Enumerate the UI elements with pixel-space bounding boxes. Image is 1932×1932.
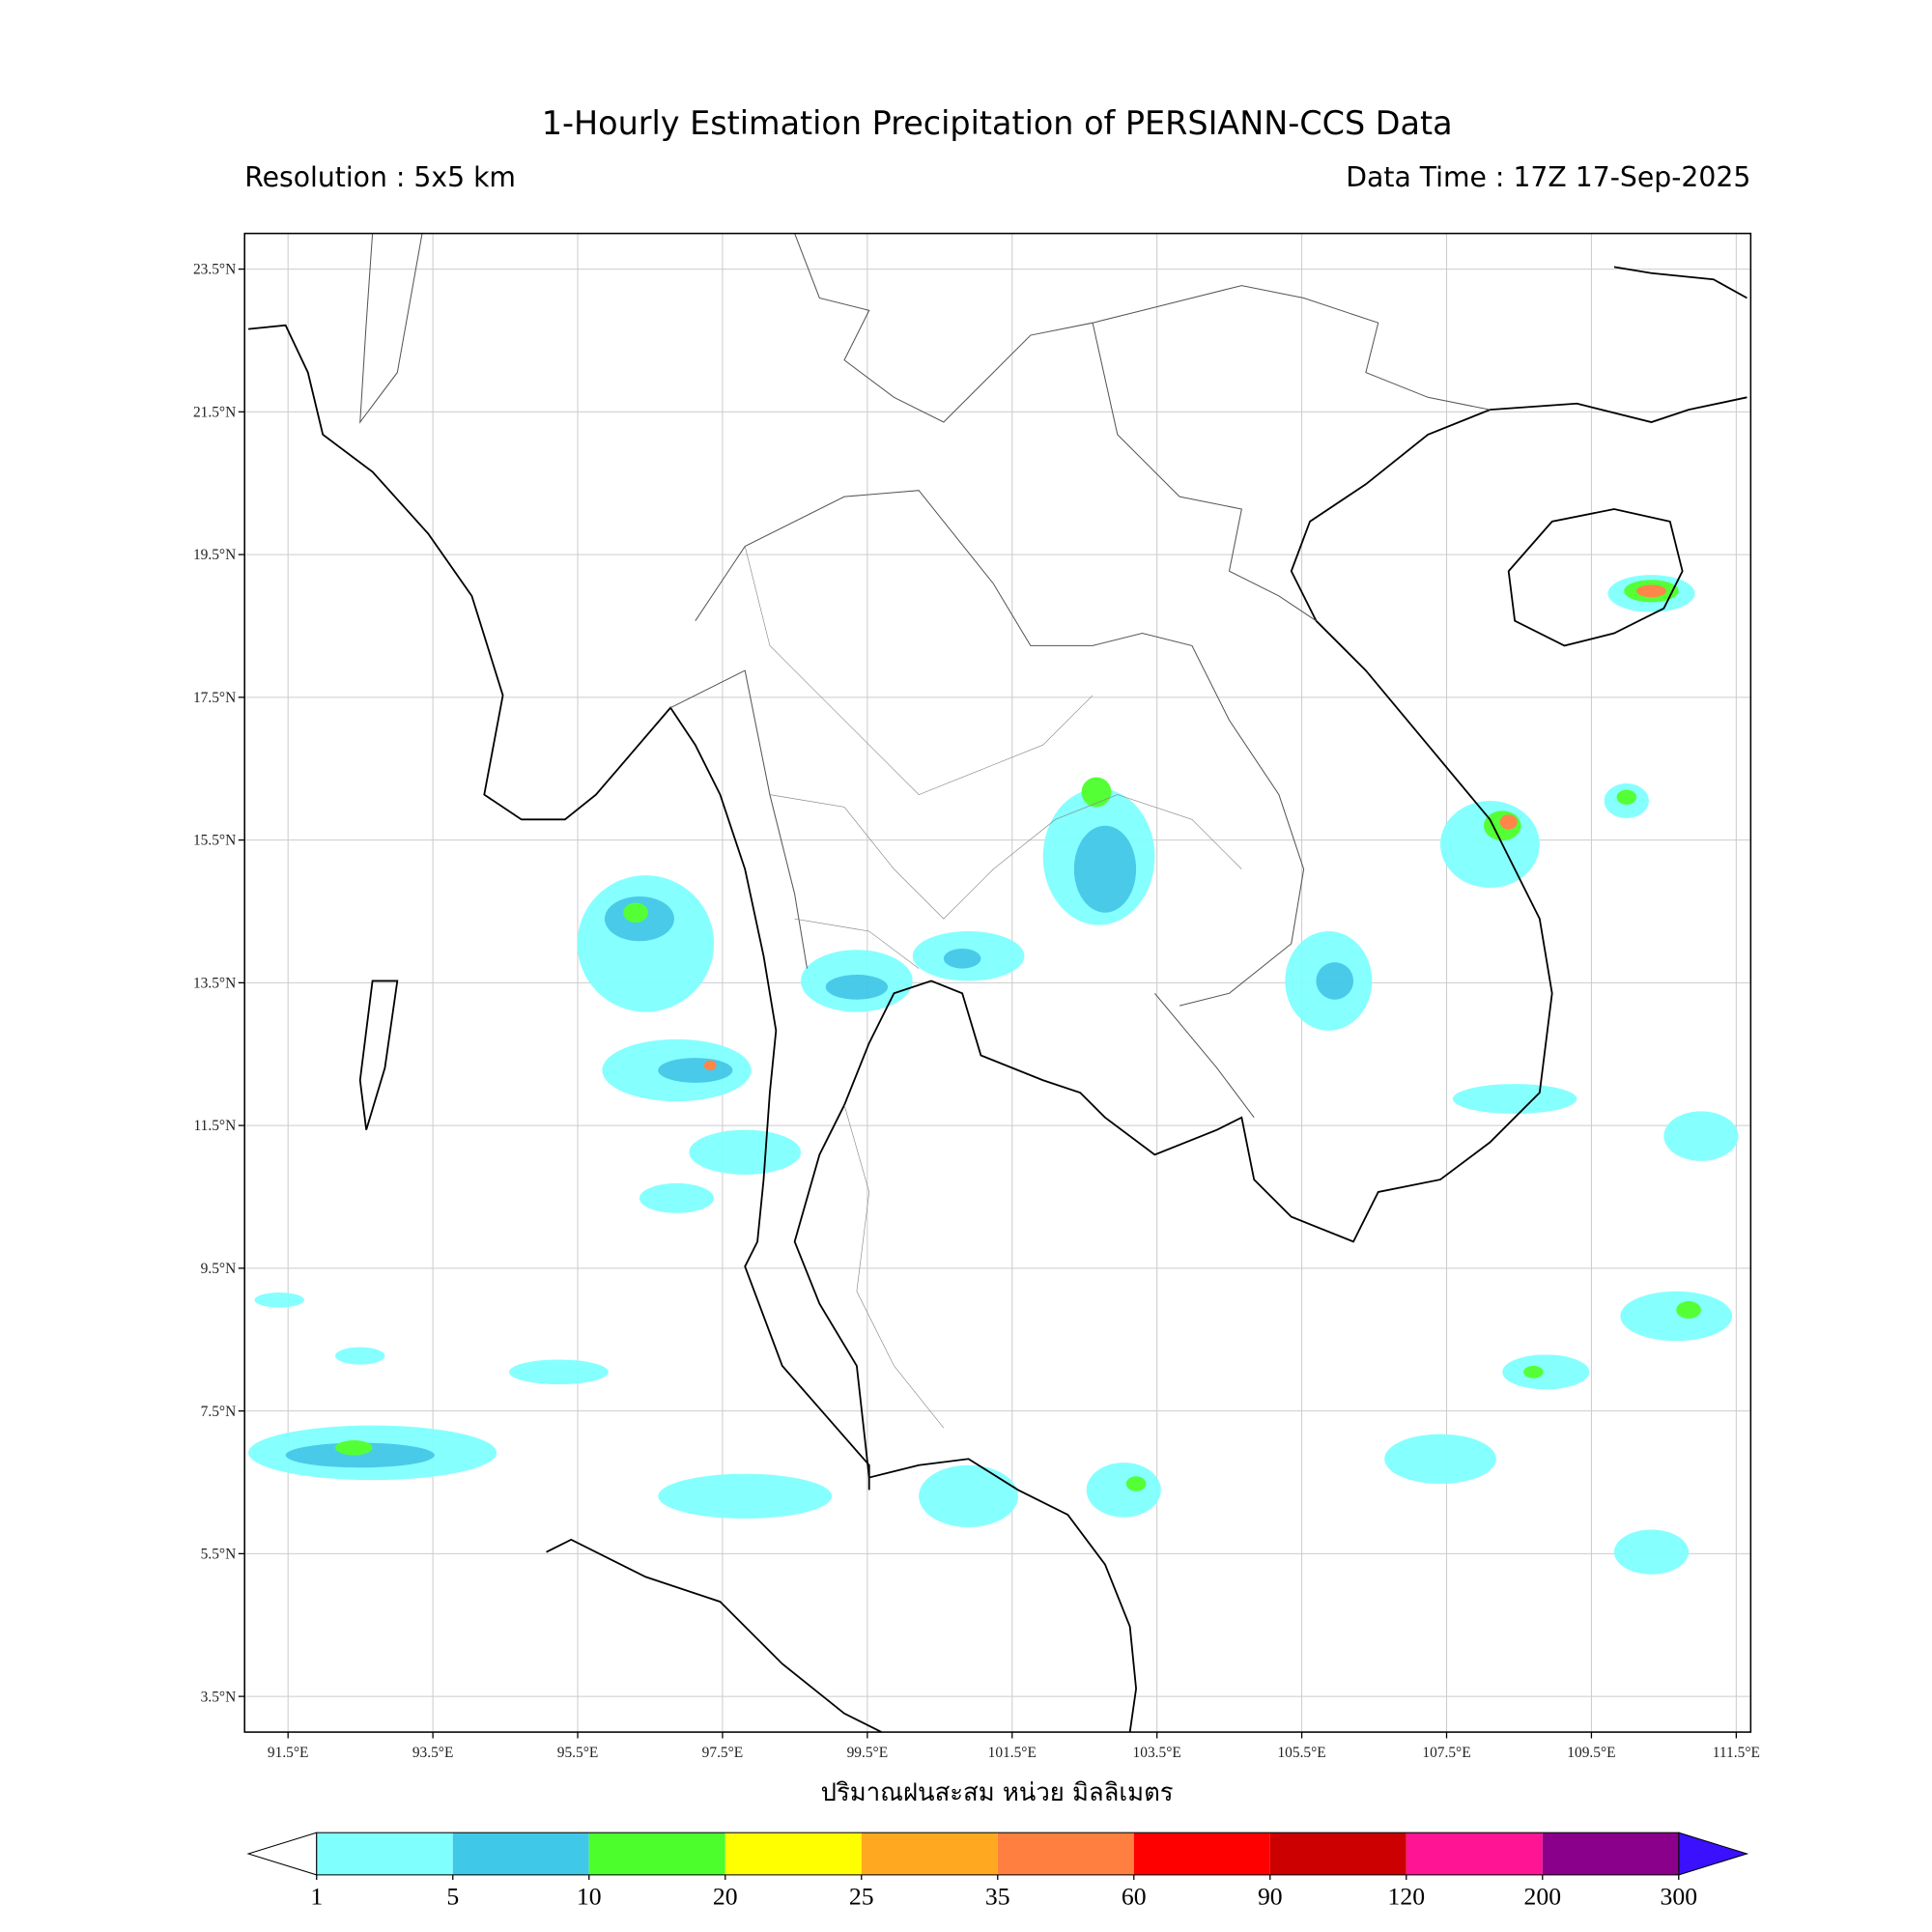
y-tick-label: 13.5°N [193, 975, 236, 991]
colorbar-label: 10 [577, 1883, 602, 1911]
y-tick-label: 11.5°N [194, 1118, 237, 1134]
colorbar-label: 20 [713, 1883, 738, 1911]
colorbar-segment [588, 1833, 725, 1875]
colorbar-segment [997, 1833, 1134, 1875]
grid [244, 233, 1751, 1733]
colorbar-label: 200 [1524, 1883, 1562, 1911]
x-tick-label: 93.5°E [412, 1745, 454, 1761]
colorbar-segment [861, 1833, 998, 1875]
x-tick-label: 99.5°E [847, 1745, 889, 1761]
x-tick-label: 101.5°E [988, 1745, 1037, 1761]
y-tick-label: 23.5°N [193, 262, 236, 278]
colorbar-label: 120 [1388, 1883, 1426, 1911]
colorbar-segment [1133, 1833, 1270, 1875]
x-tick-label: 97.5°E [702, 1745, 744, 1761]
coastlines [247, 233, 1747, 1733]
colorbar-label: 90 [1258, 1883, 1283, 1911]
colorbar-segment [1269, 1833, 1406, 1875]
colorbar-segment [724, 1833, 862, 1875]
resolution: Resolution : 5x5 km [244, 161, 516, 193]
y-tick-label: 15.5°N [193, 833, 236, 849]
x-axis-label: ปริมาณฝนสะสม หน่วย มิลลิเมตร [821, 1778, 1174, 1807]
colorbar-label: 60 [1122, 1883, 1147, 1911]
y-tick-label: 5.5°N [201, 1547, 237, 1563]
colorbar-label: 25 [849, 1883, 874, 1911]
ticks: 91.5°E 93.5°E 95.5°E 97.5°E 99.5°E 101.5°E 103… [193, 262, 1760, 1761]
x-tick-label: 95.5°E [557, 1745, 599, 1761]
y-tick-label: 19.5°N [193, 547, 236, 563]
y-tick-label: 3.5°N [201, 1689, 237, 1705]
title: 1-Hourly Estimation Precipitation of PER… [542, 104, 1453, 142]
precipitation [248, 575, 1739, 1575]
colorbar-segment [1406, 1833, 1543, 1875]
x-tick-label: 107.5°E [1422, 1745, 1470, 1761]
colorbar-segment [316, 1833, 453, 1875]
x-tick-label: 105.5°E [1277, 1745, 1325, 1761]
x-tick-label: 91.5°E [268, 1745, 309, 1761]
colorbar-label: 1 [310, 1883, 323, 1911]
colorbar-segment [452, 1833, 589, 1875]
colorbar-segment [1542, 1833, 1679, 1875]
colorbar-over [1678, 1832, 1749, 1876]
y-tick-label: 9.5°N [201, 1261, 237, 1277]
data-time: Data Time : 17Z 17-Sep-2025 [1346, 161, 1750, 193]
colorbar-label: 35 [985, 1883, 1010, 1911]
y-tick-label: 7.5°N [201, 1404, 237, 1420]
x-tick-label: 111.5°E [1713, 1745, 1760, 1761]
provinces [744, 546, 1242, 1429]
colorbar-under [246, 1832, 318, 1876]
colorbar-label: 300 [1661, 1883, 1698, 1911]
x-tick-label: 109.5°E [1567, 1745, 1615, 1761]
colorbar: 1 5 10 20 25 35 60 90 120 200 300 [246, 1832, 1749, 1911]
y-tick-label: 17.5°N [193, 690, 236, 706]
colorbar-label: 5 [446, 1883, 459, 1911]
y-tick-label: 21.5°N [193, 404, 236, 420]
x-tick-label: 103.5°E [1133, 1745, 1181, 1761]
